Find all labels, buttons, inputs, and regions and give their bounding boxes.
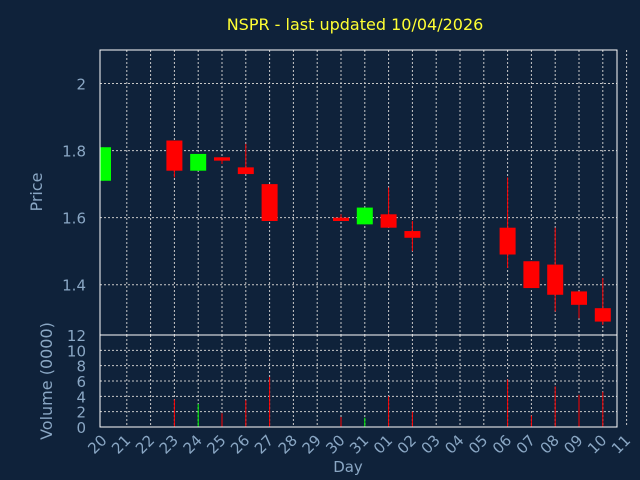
volume-y-tick-label: 8 bbox=[76, 358, 86, 376]
candle-27 bbox=[261, 184, 278, 221]
candle-body bbox=[333, 217, 349, 221]
candle-30 bbox=[333, 214, 349, 221]
candle-body bbox=[100, 147, 111, 181]
volume-y-tick-label: 10 bbox=[67, 342, 86, 360]
volume-y-tick-label: 2 bbox=[76, 404, 86, 422]
price-y-tick-label: 1.4 bbox=[62, 277, 86, 295]
price-axis-label: Price bbox=[27, 172, 46, 211]
candle-body bbox=[214, 157, 230, 161]
chart-title: NSPR - last updated 10/04/2026 bbox=[227, 15, 484, 34]
candle-08 bbox=[547, 227, 564, 312]
candle-20 bbox=[100, 147, 111, 181]
candle-01 bbox=[380, 187, 397, 228]
candle-body bbox=[190, 153, 207, 171]
candle-31 bbox=[356, 207, 373, 225]
volume-y-tick-label: 0 bbox=[76, 419, 86, 437]
price-y-tick-label: 1.8 bbox=[62, 143, 86, 161]
x-tick-labels: 2021222324252627282930310102030405060708… bbox=[84, 431, 634, 457]
x-axis-label: Day bbox=[333, 458, 363, 476]
candles bbox=[100, 140, 611, 325]
volume-y-tick-label: 6 bbox=[76, 373, 86, 391]
candle-body bbox=[166, 140, 183, 171]
candle-body bbox=[380, 214, 397, 228]
candle-body bbox=[356, 207, 373, 225]
candle-body bbox=[404, 231, 421, 238]
candle-06 bbox=[499, 177, 516, 268]
volume-axis-label: Volume (0000) bbox=[37, 322, 56, 440]
candle-body bbox=[237, 167, 254, 175]
candle-07 bbox=[523, 261, 540, 289]
price-y-tick-label: 2 bbox=[76, 76, 86, 94]
volume-panel-frame bbox=[99, 334, 618, 428]
volume-y-tick-label: 4 bbox=[76, 388, 86, 406]
candle-23 bbox=[166, 140, 183, 178]
volume-bars bbox=[173, 377, 604, 427]
candle-02 bbox=[404, 221, 421, 252]
candle-body bbox=[499, 227, 516, 255]
candle-body bbox=[523, 261, 540, 289]
candle-body bbox=[594, 308, 611, 322]
price-y-tick-labels: 1.4 1.6 1.8 2 bbox=[62, 76, 86, 295]
price-y-tick-label: 1.6 bbox=[62, 210, 86, 228]
candle-body bbox=[261, 184, 278, 221]
price-panel: 1.4 1.6 1.8 2 Price bbox=[27, 49, 628, 336]
volume-y-tick-label: 12 bbox=[67, 327, 86, 345]
candle-26 bbox=[237, 143, 254, 175]
candle-09 bbox=[571, 291, 587, 319]
candle-body bbox=[571, 291, 587, 305]
candle-body bbox=[547, 264, 564, 295]
candle-10 bbox=[594, 278, 611, 325]
candle-25 bbox=[214, 157, 230, 164]
candle-24 bbox=[190, 153, 207, 171]
